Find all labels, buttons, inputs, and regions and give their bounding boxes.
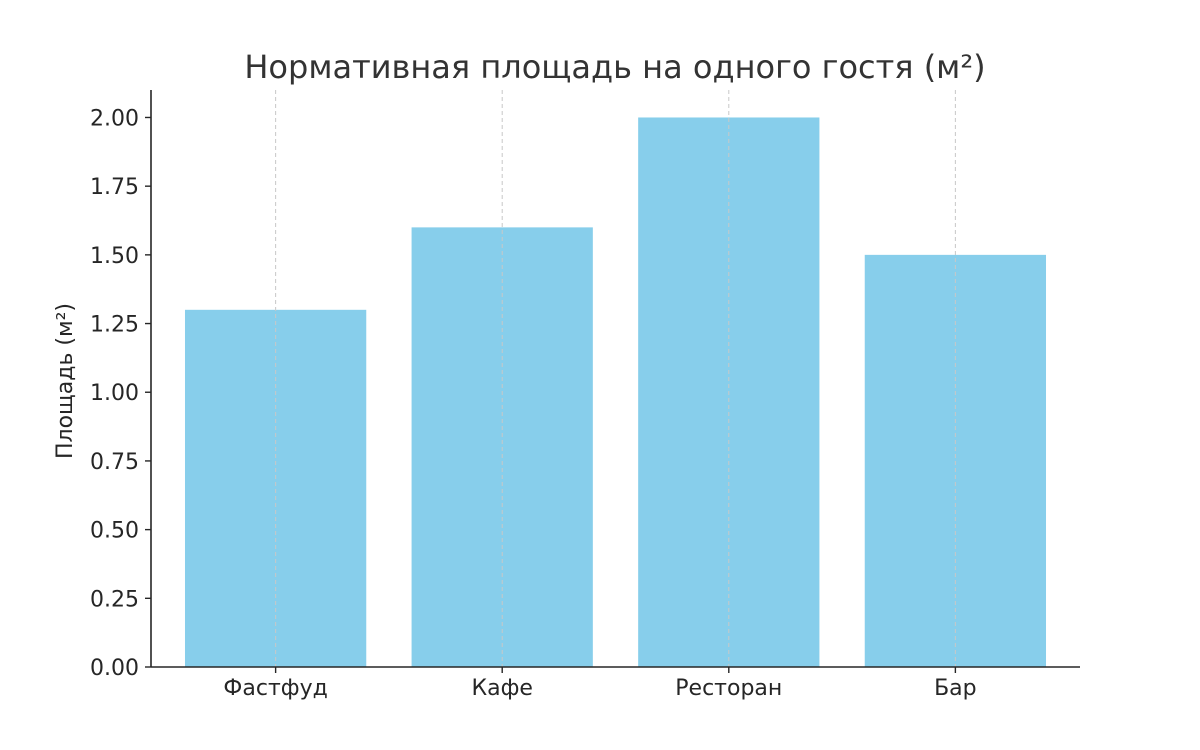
ticks-layer: Фастфуд Кафе Ресторан Бар 0.00 0.25 0.50 0.75 1.… [90,106,977,701]
y-tick-label: 1.75 [90,175,139,200]
y-axis-label: Площадь (м²) [53,303,78,459]
x-tick-label: Фастфуд [223,676,327,701]
y-tick-label: 0.00 [90,656,139,681]
x-tick-label: Бар [934,676,977,701]
x-tick-label: Ресторан [675,676,782,701]
bars-layer [184,117,1047,667]
y-tick-label: 0.50 [90,519,139,544]
grid-front-layer [275,90,956,667]
y-tick-label: 1.25 [90,313,139,338]
bar-1 [184,309,367,667]
y-tick-label: 2.00 [90,106,139,131]
chart-title: Нормативная площадь на одного гостя (м²) [244,48,985,86]
y-tick-label: 0.25 [90,587,139,612]
x-tick-label: Кафе [471,676,532,701]
y-tick-label: 0.75 [90,450,139,475]
y-tick-label: 1.50 [90,244,139,269]
y-tick-label: 1.00 [90,381,139,406]
